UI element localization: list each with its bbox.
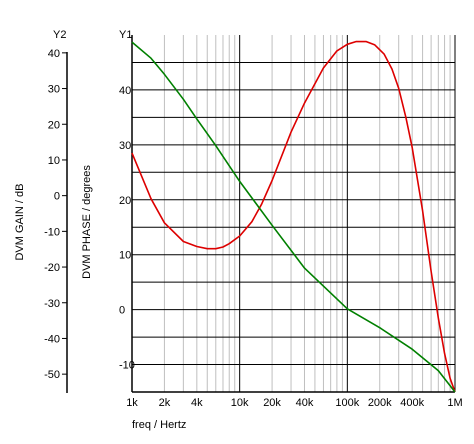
y1-tick-label: 40: [119, 85, 131, 97]
x-axis-ticks: 1k 2k 4k 10k 20k 40k 100k 200k 400k 1M: [126, 397, 462, 409]
x-tick-label: 1M: [447, 397, 462, 409]
x-tick-label: 40k: [296, 397, 314, 409]
y2-tick-label: 10: [48, 155, 60, 167]
x-tick-label: 10k: [231, 397, 249, 409]
y1-tick-label: 30: [119, 140, 131, 152]
y1-axis-ticks: 40 30 20 10 0 -10: [119, 85, 135, 372]
y1-axis-label: DVM PHASE / degrees: [81, 165, 93, 279]
x-tick-label: 4k: [191, 397, 203, 409]
y2-axis-label: DVM GAIN / dB: [14, 183, 26, 260]
x-tick-label: 1k: [126, 397, 138, 409]
phase-series-line: [131, 40, 456, 393]
x-tick-label: 200k: [368, 397, 392, 409]
y1-tick-label: 0: [119, 305, 125, 317]
y2-tick-label: 30: [48, 84, 60, 96]
y2-tick-label: -30: [44, 298, 60, 310]
x-tick-label: 20k: [263, 397, 281, 409]
y2-tick-label: -10: [44, 226, 60, 238]
x-tick-label: 100k: [335, 397, 359, 409]
y1-tick-label: -10: [119, 360, 135, 372]
y2-tick-label: 0: [54, 191, 60, 203]
y2-axis-ticks: 40 30 20 10 0 -10 -20 -30 -40 -50: [44, 48, 67, 381]
y1-tick-label: 20: [119, 195, 131, 207]
y2-tick-label: -50: [44, 369, 60, 381]
y2-tick-label: -40: [44, 333, 60, 345]
gain-series-line: [131, 41, 456, 393]
y2-tick-label: -20: [44, 262, 60, 274]
y2-tick-label: 40: [48, 48, 60, 60]
y2-tick-label: 20: [48, 119, 60, 131]
y1-tick-label: 10: [119, 250, 131, 262]
series-layer: [131, 40, 456, 393]
x-tick-label: 400k: [400, 397, 424, 409]
x-tick-label: 2k: [159, 397, 171, 409]
plot-grid: [131, 35, 456, 393]
y1-axis-title: Y1: [119, 29, 132, 41]
y2-axis-title: Y2: [53, 29, 66, 41]
x-axis-label: freq / Hertz: [132, 419, 186, 431]
